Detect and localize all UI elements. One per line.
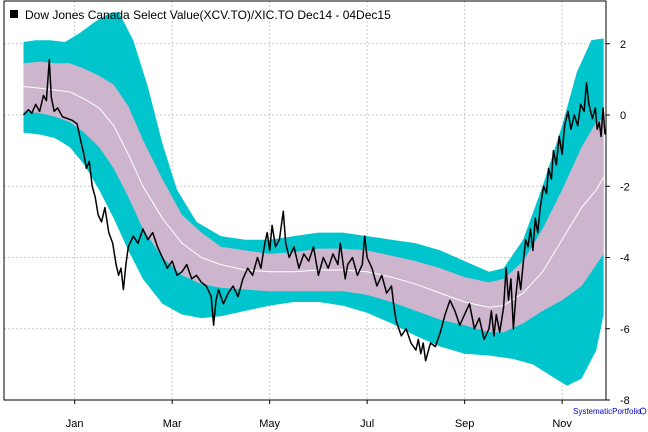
y-tick-label: -2 <box>620 181 630 193</box>
x-tick-label: Mar <box>163 418 182 430</box>
y-tick-label: 2 <box>620 39 626 51</box>
y-tick-label: -6 <box>620 324 630 336</box>
legend-swatch <box>10 10 18 18</box>
mean-line <box>23 86 605 308</box>
chart-title: Dow Jones Canada Select Value(XCV.TO)/XI… <box>25 8 391 22</box>
price-line <box>22 59 606 362</box>
y-tick-label: -4 <box>620 253 630 265</box>
y-tick-label: -8 <box>620 395 630 407</box>
credit-label: SystematicPortfolio <box>573 407 642 416</box>
y-tick-label: 0 <box>620 110 626 122</box>
x-tick-label: Jul <box>360 418 374 430</box>
legend: Dow Jones Canada Select Value(XCV.TO)/XI… <box>10 8 391 22</box>
x-tick-label: Nov <box>552 418 572 430</box>
y-axis: 2 0 -2 -4 -6 -8 <box>606 39 630 407</box>
plot-frame <box>3 0 607 401</box>
x-tick-label: May <box>259 418 280 430</box>
x-axis: Jan Mar May Jul Sep Nov <box>66 400 572 430</box>
x-tick-label: Sep <box>455 418 475 430</box>
credit-copyright-icon <box>639 407 647 415</box>
x-tick-label: Jan <box>66 418 84 430</box>
inner-band <box>23 61 604 333</box>
